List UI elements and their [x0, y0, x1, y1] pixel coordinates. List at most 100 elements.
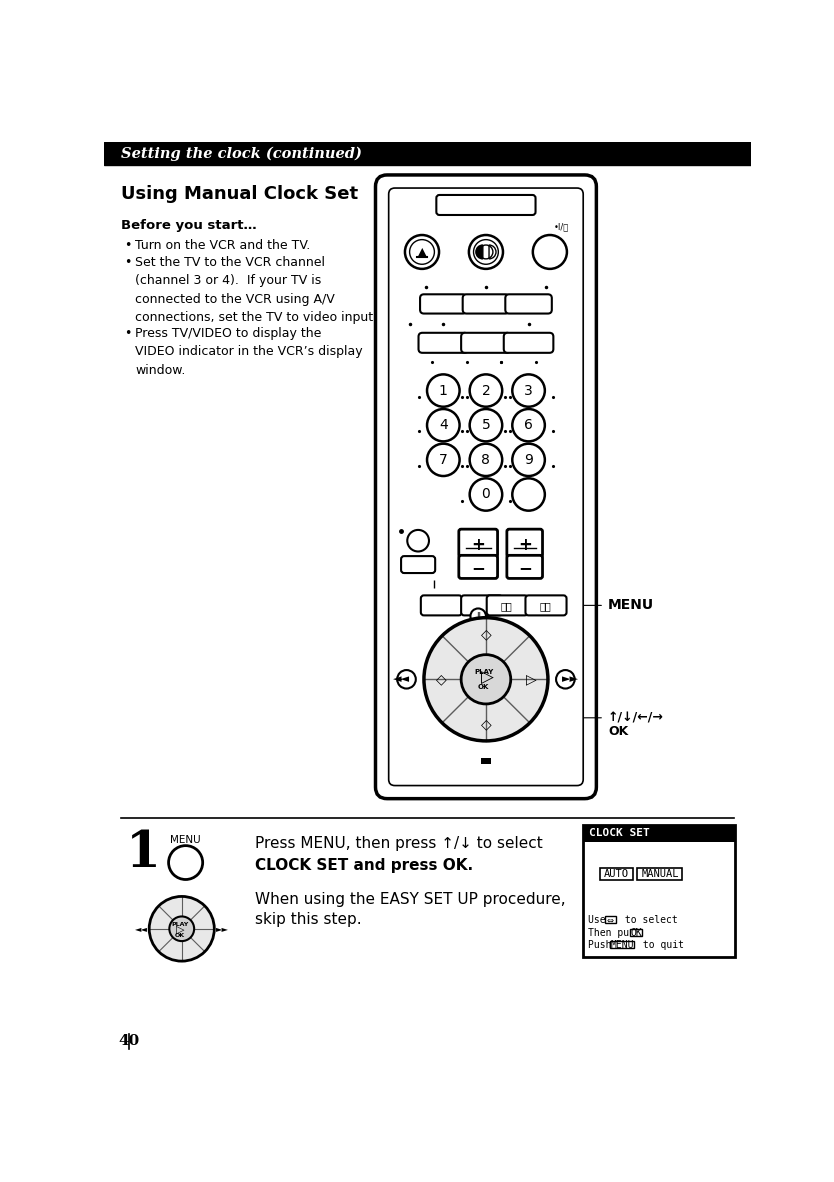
Text: OK: OK [608, 726, 628, 739]
Text: ◇: ◇ [480, 717, 491, 730]
FancyBboxPatch shape [459, 556, 498, 578]
Circle shape [470, 409, 502, 441]
FancyBboxPatch shape [375, 175, 596, 799]
Wedge shape [489, 245, 496, 259]
Bar [583, 825, 735, 957]
Text: OK: OK [630, 928, 642, 937]
Text: 7: 7 [439, 453, 448, 467]
Text: AUTO: AUTO [604, 869, 629, 879]
Text: 1: 1 [126, 829, 161, 878]
FancyBboxPatch shape [420, 294, 466, 313]
FancyBboxPatch shape [401, 556, 435, 573]
FancyBboxPatch shape [461, 596, 502, 616]
Text: ►►: ►► [215, 924, 229, 934]
Text: Using Manual Clock Set: Using Manual Clock Set [121, 186, 359, 203]
Text: MENU: MENU [610, 940, 634, 950]
Text: −: − [518, 559, 531, 577]
Circle shape [470, 479, 502, 511]
FancyBboxPatch shape [487, 596, 528, 616]
Text: When using the EASY SET UP procedure,: When using the EASY SET UP procedure, [255, 892, 566, 907]
Bar [630, 929, 642, 936]
Text: 5: 5 [481, 418, 490, 433]
Circle shape [533, 235, 567, 268]
Text: OK: OK [478, 684, 490, 690]
Text: to quit: to quit [637, 940, 685, 950]
Circle shape [469, 235, 503, 268]
Text: ⧖⧖: ⧖⧖ [501, 602, 513, 611]
Text: to select: to select [619, 915, 677, 926]
Text: MENU: MENU [170, 834, 201, 845]
FancyBboxPatch shape [507, 556, 542, 578]
Text: CLOCK SET: CLOCK SET [590, 829, 651, 838]
FancyBboxPatch shape [461, 333, 510, 352]
Text: •: • [123, 239, 131, 252]
Text: •: • [123, 326, 131, 339]
Text: Before you start…: Before you start… [121, 219, 257, 232]
Text: 3: 3 [525, 383, 533, 397]
Circle shape [512, 479, 545, 511]
Text: MENU: MENU [608, 598, 654, 612]
Circle shape [168, 845, 203, 879]
Text: Push: Push [588, 940, 617, 950]
Text: Press MENU, then press ↑/↓ to select: Press MENU, then press ↑/↓ to select [255, 837, 543, 851]
Bar [583, 825, 735, 842]
Text: 8: 8 [481, 453, 490, 467]
Text: ◇: ◇ [480, 628, 491, 642]
Text: Setting the clock (continued): Setting the clock (continued) [121, 147, 362, 161]
Text: 1: 1 [439, 383, 448, 397]
Text: •: • [123, 255, 131, 268]
Text: 40: 40 [118, 1034, 139, 1048]
Text: PLAY: PLAY [172, 922, 188, 928]
Circle shape [470, 375, 502, 407]
Circle shape [512, 375, 545, 407]
FancyBboxPatch shape [419, 333, 468, 352]
Text: ↑/↓/←/→: ↑/↓/←/→ [608, 712, 664, 725]
Text: ⧗⧗: ⧗⧗ [540, 602, 551, 611]
Text: Turn on the VCR and the TV.: Turn on the VCR and the TV. [135, 239, 310, 252]
Circle shape [427, 409, 460, 441]
Text: II: II [475, 611, 480, 621]
Circle shape [512, 409, 545, 441]
Circle shape [409, 240, 435, 265]
Text: Use: Use [588, 915, 611, 926]
Text: 9: 9 [524, 453, 533, 467]
Text: •I/⌛: •I/⌛ [554, 222, 569, 230]
Text: Then push: Then push [588, 928, 646, 937]
Circle shape [556, 670, 575, 689]
FancyBboxPatch shape [421, 596, 462, 616]
FancyBboxPatch shape [507, 530, 542, 557]
Text: ▷: ▷ [525, 673, 536, 687]
Bar [605, 916, 615, 923]
Text: ▷: ▷ [481, 669, 494, 687]
Text: ⇔: ⇔ [607, 916, 614, 924]
Text: ◇: ◇ [435, 673, 446, 687]
Text: ▷: ▷ [176, 924, 184, 935]
Circle shape [470, 609, 486, 624]
FancyBboxPatch shape [459, 530, 498, 557]
Wedge shape [476, 245, 483, 259]
Text: CLOCK SET and press OK.: CLOCK SET and press OK. [255, 858, 474, 873]
Circle shape [461, 655, 510, 704]
Text: MANUAL: MANUAL [641, 869, 679, 879]
Circle shape [424, 618, 548, 741]
Text: +: + [471, 535, 485, 553]
Text: −: − [471, 559, 485, 577]
Circle shape [512, 443, 545, 476]
Text: skip this step.: skip this step. [255, 911, 362, 927]
Circle shape [405, 235, 439, 268]
Circle shape [474, 240, 499, 265]
Text: Set the TV to the VCR channel
(channel 3 or 4).  If your TV is
connected to the : Set the TV to the VCR channel (channel 3… [135, 255, 377, 324]
Circle shape [149, 896, 214, 961]
Bar [637, 868, 682, 881]
FancyBboxPatch shape [436, 195, 535, 215]
FancyBboxPatch shape [389, 188, 583, 786]
Text: Press TV/VIDEO to display the
VIDEO indicator in the VCR’s display
window.: Press TV/VIDEO to display the VIDEO indi… [135, 326, 363, 377]
Text: OK: OK [175, 934, 185, 939]
Text: 0: 0 [481, 487, 490, 501]
Circle shape [470, 443, 502, 476]
Circle shape [397, 670, 416, 689]
Text: ◄◄: ◄◄ [135, 924, 148, 934]
Bar [600, 868, 633, 881]
Circle shape [427, 443, 460, 476]
Circle shape [427, 375, 460, 407]
